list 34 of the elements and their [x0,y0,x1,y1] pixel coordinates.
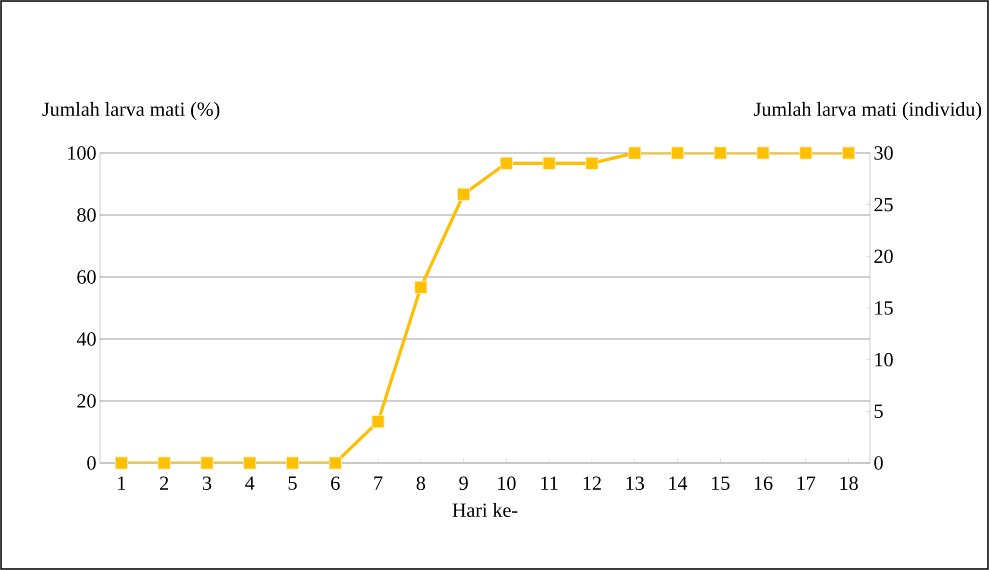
y2-tick-label: 10 [875,352,893,366]
y-tick-label: 20 [77,394,96,408]
y-tick-label: 60 [77,270,96,284]
x-tick-label: 12 [584,476,601,490]
x-tick-label: 7 [374,476,382,490]
x-tick-label: 2 [160,476,168,490]
x-tick-label: 13 [626,476,644,490]
x-tick-label: 17 [798,476,816,490]
x-tick-label: 16 [754,476,772,490]
x-tick-label: 8 [416,476,426,490]
y-tick-label: 40 [76,332,96,346]
y2-axis-title: Jumlah larva mati (individu) [754,102,982,120]
x-tick-label: 18 [840,476,858,490]
x-tick-label: 3 [202,476,212,490]
y2-tick-label: 15 [875,301,893,315]
x-tick-label: 1 [118,476,126,490]
x-tick-label: 15 [712,476,730,490]
y2-tick-label: 5 [874,404,883,418]
x-tick-label: 14 [669,476,688,490]
y-tick-label: 80 [77,208,96,222]
x-tick-label: 6 [331,476,340,490]
y2-tick-label: 25 [874,198,893,212]
x-tick-label: 5 [288,476,297,490]
x-tick-label: 11 [541,476,558,490]
x-axis-title: Hari ke- [452,502,518,517]
x-tick-label: 10 [498,476,516,490]
y2-tick-label: 20 [874,250,893,264]
y2-tick-label: 0 [874,456,883,470]
x-tick-label: 4 [245,476,254,490]
y-tick-label: 100 [68,146,96,160]
y-tick-label: 0 [87,456,96,470]
y2-tick-label: 30 [874,146,893,160]
y-axis-title: Jumlah larva mati (%) [42,102,220,120]
x-tick-label: 9 [459,476,468,490]
